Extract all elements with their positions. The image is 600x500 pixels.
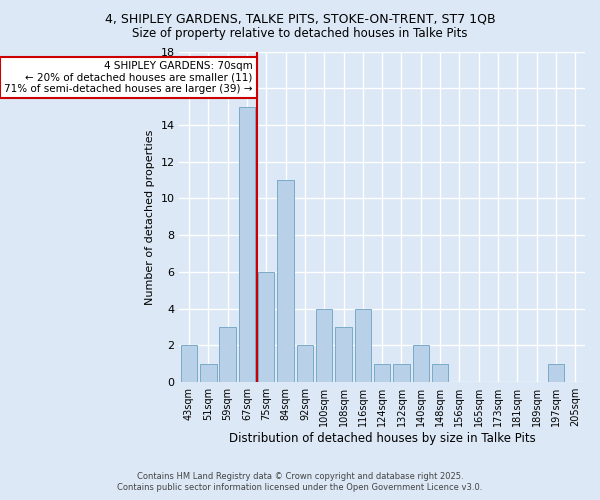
Bar <box>548 364 564 382</box>
Bar <box>220 327 236 382</box>
Bar <box>432 364 448 382</box>
Text: Size of property relative to detached houses in Talke Pits: Size of property relative to detached ho… <box>132 28 468 40</box>
Text: 4 SHIPLEY GARDENS: 70sqm
← 20% of detached houses are smaller (11)
71% of semi-d: 4 SHIPLEY GARDENS: 70sqm ← 20% of detach… <box>4 60 253 94</box>
Bar <box>200 364 217 382</box>
Bar <box>413 346 429 382</box>
Bar <box>374 364 391 382</box>
Bar <box>297 346 313 382</box>
X-axis label: Distribution of detached houses by size in Talke Pits: Distribution of detached houses by size … <box>229 432 536 445</box>
Y-axis label: Number of detached properties: Number of detached properties <box>145 129 155 304</box>
Bar <box>355 308 371 382</box>
Text: 4, SHIPLEY GARDENS, TALKE PITS, STOKE-ON-TRENT, ST7 1QB: 4, SHIPLEY GARDENS, TALKE PITS, STOKE-ON… <box>104 12 496 26</box>
Bar <box>181 346 197 382</box>
Text: Contains HM Land Registry data © Crown copyright and database right 2025.
Contai: Contains HM Land Registry data © Crown c… <box>118 472 482 492</box>
Bar <box>335 327 352 382</box>
Bar <box>239 106 255 382</box>
Bar <box>277 180 294 382</box>
Bar <box>393 364 410 382</box>
Bar <box>258 272 274 382</box>
Bar <box>316 308 332 382</box>
